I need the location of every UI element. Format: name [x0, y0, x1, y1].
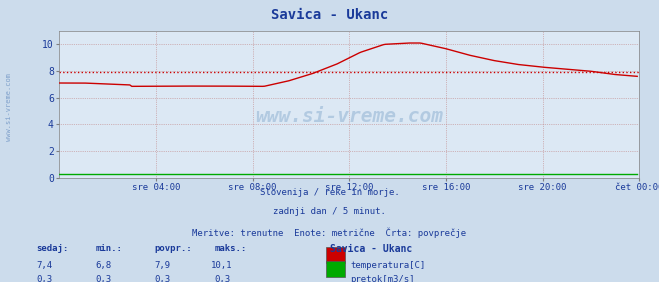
Text: min.:: min.:	[96, 244, 123, 253]
Text: povpr.:: povpr.:	[155, 244, 192, 253]
Text: zadnji dan / 5 minut.: zadnji dan / 5 minut.	[273, 207, 386, 216]
Text: maks.:: maks.:	[214, 244, 246, 253]
Text: 0,3: 0,3	[214, 275, 230, 282]
Text: Savica - Ukanc: Savica - Ukanc	[330, 244, 412, 254]
Text: sedaj:: sedaj:	[36, 244, 69, 253]
Text: 0,3: 0,3	[96, 275, 111, 282]
Text: 0,3: 0,3	[155, 275, 171, 282]
Text: 6,8: 6,8	[96, 261, 111, 270]
Text: 7,4: 7,4	[36, 261, 52, 270]
Text: Slovenija / reke in morje.: Slovenija / reke in morje.	[260, 188, 399, 197]
Text: Savica - Ukanc: Savica - Ukanc	[271, 8, 388, 23]
Text: Meritve: trenutne  Enote: metrične  Črta: povprečje: Meritve: trenutne Enote: metrične Črta: …	[192, 227, 467, 237]
Text: temperatura[C]: temperatura[C]	[351, 261, 426, 270]
Text: pretok[m3/s]: pretok[m3/s]	[351, 275, 415, 282]
Text: www.si-vreme.com: www.si-vreme.com	[5, 73, 12, 141]
Text: 10,1: 10,1	[212, 261, 233, 270]
Text: www.si-vreme.com: www.si-vreme.com	[255, 107, 444, 125]
Text: 0,3: 0,3	[36, 275, 52, 282]
Text: 7,9: 7,9	[155, 261, 171, 270]
